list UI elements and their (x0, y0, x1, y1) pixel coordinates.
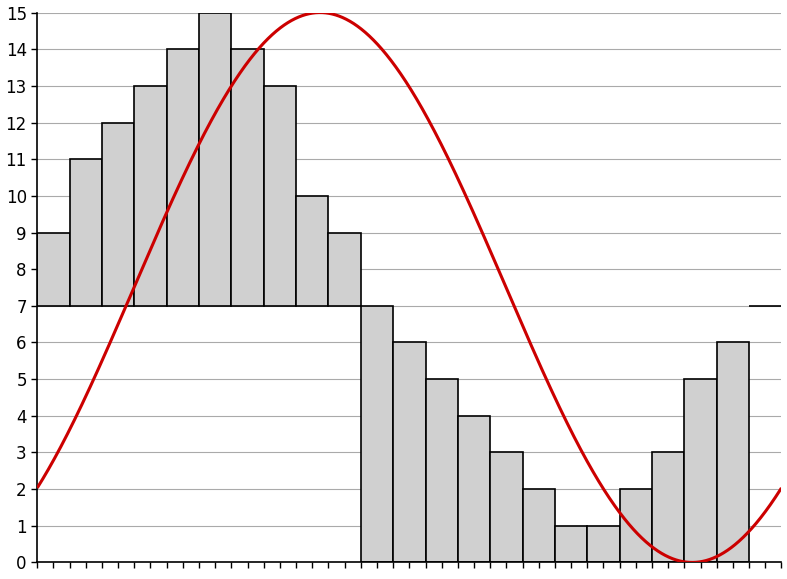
Bar (37, 233, 69, 306)
Bar (587, 526, 619, 562)
Bar (360, 306, 394, 562)
Bar (652, 452, 685, 562)
Bar (264, 86, 296, 306)
Bar (426, 379, 458, 562)
Bar (199, 13, 231, 306)
Bar (685, 379, 717, 562)
Bar (458, 416, 490, 562)
Bar (102, 123, 135, 306)
Bar (328, 233, 360, 306)
Bar (394, 343, 426, 562)
Bar (135, 86, 167, 306)
Bar (167, 49, 199, 306)
Bar (231, 49, 264, 306)
Bar (296, 196, 328, 306)
Bar (69, 159, 102, 306)
Bar (523, 489, 555, 562)
Bar (490, 452, 523, 562)
Bar (619, 489, 652, 562)
Bar (555, 526, 587, 562)
Bar (717, 343, 749, 562)
